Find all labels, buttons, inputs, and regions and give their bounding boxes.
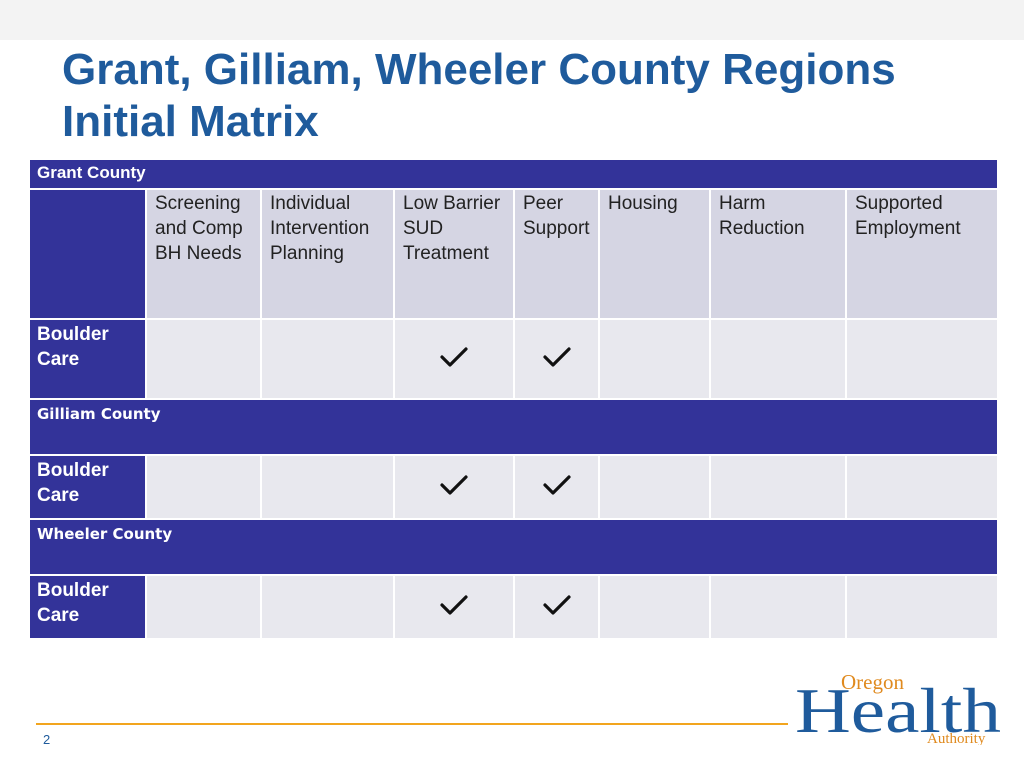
matrix-cell [393, 574, 515, 640]
column-header: Peer Support [513, 188, 600, 320]
county-header-cell: Gilliam County [27, 398, 1000, 456]
column-header-label: Screening and Comp BH Needs [155, 193, 243, 264]
matrix-cell [513, 454, 600, 520]
matrix-cell [709, 454, 847, 520]
title-line-2: Initial Matrix [62, 97, 319, 146]
checkmark-icon [542, 346, 571, 367]
matrix-cell [844, 454, 1000, 520]
matrix-cell [598, 574, 711, 640]
column-header-row: Screening and Comp BH Needs Individual I… [28, 188, 1000, 320]
checkmark-icon [542, 474, 571, 495]
provider-row: Boulder Care [28, 454, 1000, 520]
column-header: Individual Intervention Planning [260, 188, 395, 320]
column-header: Harm Reduction [709, 188, 847, 320]
county-header-row: Gilliam County [27, 398, 1000, 456]
county-name: Gilliam County [37, 405, 161, 423]
checkmark-icon [440, 474, 468, 495]
matrix-cell [844, 574, 1000, 640]
provider-name: Boulder Care [37, 580, 109, 626]
checkmark-icon [542, 594, 571, 615]
column-header: Low Barrier SUD Treatment [393, 188, 515, 320]
matrix-cell [260, 454, 395, 520]
provider-row: Boulder Care [28, 318, 1000, 400]
checkmark-icon [440, 346, 468, 367]
matrix-cell [513, 574, 600, 640]
matrix-cell [393, 318, 515, 400]
matrix-cell [598, 318, 711, 400]
matrix-cell [393, 454, 515, 520]
provider-cell: Boulder Care [28, 318, 147, 400]
column-header-label: Harm Reduction [719, 193, 805, 239]
logo-main-word: Health [795, 675, 1001, 745]
county-header-cell: Wheeler County [27, 518, 1000, 576]
checkmark-icon [440, 594, 468, 615]
matrix-cell [709, 574, 847, 640]
column-header: Supported Employment [844, 188, 1000, 320]
column-header-label: Peer Support [523, 193, 590, 239]
top-band [0, 0, 1024, 40]
county-header-cell: Grant County [27, 158, 1000, 190]
matrix-cell [145, 454, 262, 520]
column-header: Screening and Comp BH Needs [145, 188, 262, 320]
column-header-label: Housing [608, 193, 678, 214]
matrix-cell [709, 318, 847, 400]
column-header-label: Supported Employment [855, 193, 961, 239]
logo-top-word: Oregon [841, 670, 904, 694]
provider-name: Boulder Care [37, 324, 109, 370]
county-header-row: Wheeler County [27, 518, 1000, 576]
oregon-health-authority-logo: Oregon Health Authority [795, 670, 1001, 745]
logo-bottom-word: Authority [927, 731, 986, 745]
matrix-cell [513, 318, 600, 400]
header-corner-cell [28, 188, 147, 320]
matrix-cell [145, 318, 262, 400]
footer-accent-line [36, 723, 788, 725]
county-name: Grant County [37, 163, 146, 182]
matrix-cell [844, 318, 1000, 400]
provider-row: Boulder Care [28, 574, 1000, 640]
column-header: Housing [598, 188, 711, 320]
provider-cell: Boulder Care [28, 454, 147, 520]
matrix-cell [260, 574, 395, 640]
matrix-cell [598, 454, 711, 520]
column-header-label: Low Barrier SUD Treatment [403, 193, 501, 264]
county-header-row: Grant County [27, 158, 1000, 190]
column-header-label: Individual Intervention Planning [270, 193, 370, 264]
page-number: 2 [43, 732, 51, 747]
title-line-1: Grant, Gilliam, Wheeler County Regions [62, 45, 896, 94]
slide-title: Grant, Gilliam, Wheeler County Regions I… [62, 44, 896, 148]
service-matrix-table: Grant County Screening and Comp BH Needs… [27, 158, 1000, 640]
county-name: Wheeler County [37, 525, 173, 543]
matrix-cell [260, 318, 395, 400]
provider-name: Boulder Care [37, 460, 109, 506]
matrix-cell [145, 574, 262, 640]
provider-cell: Boulder Care [28, 574, 147, 640]
